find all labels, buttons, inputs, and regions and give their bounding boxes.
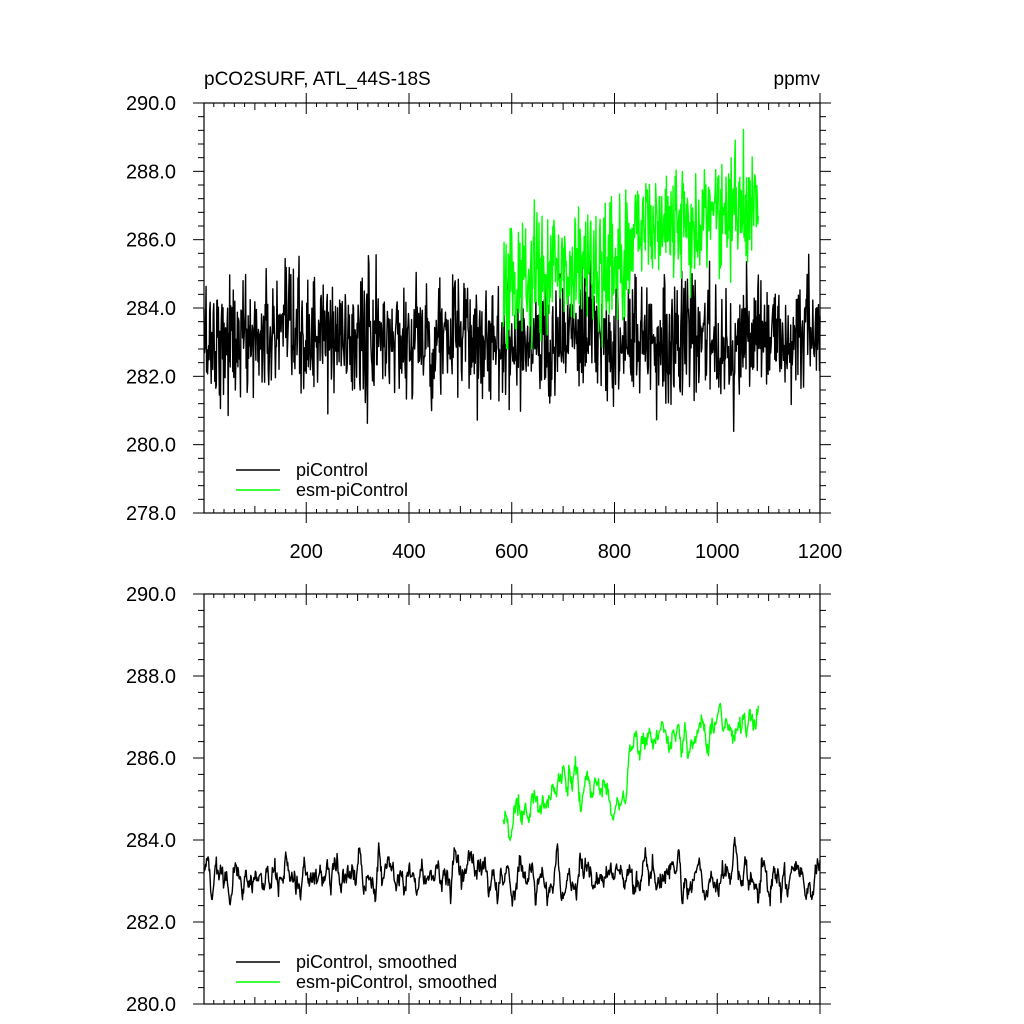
panel-title: pCO2SURF, ATL_44S-18S	[204, 69, 431, 90]
legend-label-esm-picontrol-smoothed: esm-piControl, smoothed	[296, 972, 497, 992]
legend-label-picontrol: piControl	[296, 460, 368, 480]
y-axis-labels: 280.0 282.0 284.0 286.0 288.0 290.0	[126, 584, 176, 1016]
top-panel: pCO2SURF, ATL_44S-18S ppmv 278.0 280.0 282…	[126, 69, 842, 563]
y-tick-label: 288.0	[126, 666, 176, 688]
x-tick-label: 400	[392, 541, 425, 563]
x-tick-label: 600	[495, 541, 528, 563]
y-tick-label: 286.0	[126, 748, 176, 770]
y-tick-label: 280.0	[126, 435, 176, 457]
legend-label-esm-picontrol: esm-piControl	[296, 480, 408, 500]
axis-ticks	[193, 93, 831, 523]
axis-ticks	[193, 584, 831, 1014]
y-tick-label: 290.0	[126, 93, 176, 115]
x-tick-label: 200	[290, 541, 323, 563]
y-tick-label: 290.0	[126, 584, 176, 606]
y-tick-label: 288.0	[126, 161, 176, 183]
legend-label-picontrol-smoothed: piControl, smoothed	[296, 952, 457, 972]
bottom-panel: 280.0 282.0 284.0 286.0 288.0 290.0 piControl…	[126, 584, 831, 1016]
y-tick-label: 280.0	[126, 994, 176, 1016]
y-tick-label: 278.0	[126, 503, 176, 525]
series-line-picontrol-smoothed	[203, 836, 821, 907]
series-lines	[203, 702, 821, 907]
y-tick-label: 286.0	[126, 230, 176, 252]
legend: piControl esm-piControl	[236, 460, 408, 500]
series-line-picontrol	[203, 253, 821, 433]
x-tick-label: 1200	[798, 541, 843, 563]
y-axis-labels: 278.0 280.0 282.0 284.0 286.0 288.0 290.0	[126, 93, 176, 525]
legend: piControl, smoothed esm-piControl, smoot…	[236, 952, 497, 992]
x-tick-label: 1000	[695, 541, 740, 563]
plot-frame	[203, 102, 821, 514]
y-tick-label: 282.0	[126, 366, 176, 388]
x-tick-label: 800	[598, 541, 631, 563]
y-tick-label: 284.0	[126, 298, 176, 320]
plot-frame	[203, 593, 821, 1005]
y-tick-label: 284.0	[126, 830, 176, 852]
units-label: ppmv	[774, 69, 821, 90]
x-axis-labels: 200 400 600 800 1000 1200	[290, 541, 843, 563]
y-tick-label: 282.0	[126, 912, 176, 934]
series-line-esm-picontrol	[502, 128, 760, 350]
series-lines	[203, 128, 821, 433]
series-line-esm-picontrol-smoothed	[502, 702, 760, 842]
